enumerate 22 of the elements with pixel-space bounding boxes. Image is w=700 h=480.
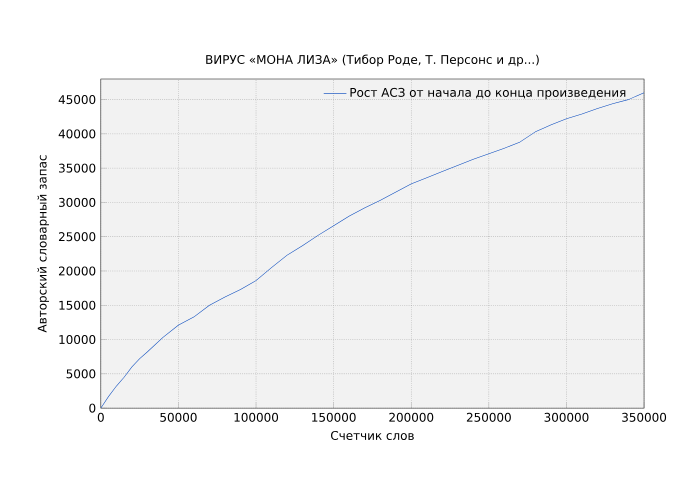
- x-tick-label: 300000: [544, 412, 588, 422]
- x-axis-title: Счетчик слов: [331, 430, 414, 440]
- y-tick-label: 30000: [59, 198, 96, 207]
- y-tick-label: 35000: [59, 164, 96, 173]
- x-tick-label: 150000: [312, 412, 356, 422]
- x-tick-label: 100000: [234, 412, 278, 422]
- legend-label: Рост АСЗ от начала до конца произведения: [350, 88, 626, 100]
- y-tick-label: 45000: [58, 94, 96, 104]
- y-tick-label: 15000: [59, 300, 96, 310]
- y-tick-label: 0: [89, 404, 96, 413]
- chart-title: ВИРУС «МОНА ЛИЗА» (Тибор Роде, Т. Персонс и др...): [206, 54, 539, 66]
- x-tick-label: 50000: [160, 412, 197, 422]
- x-tick-label: 250000: [466, 412, 511, 422]
- x-tick-label: 200000: [389, 412, 434, 422]
- x-tick-label: 0: [98, 412, 104, 422]
- y-tick-label: 20000: [58, 266, 96, 276]
- y-tick-label: 25000: [58, 232, 96, 242]
- y-tick-label: 40000: [58, 129, 96, 138]
- y-tick-label: 10000: [59, 334, 96, 344]
- x-tick-label: 350000: [622, 412, 666, 422]
- y-tick-label: 5000: [66, 369, 96, 378]
- y-axis-title: Авторский словарный запас: [37, 155, 49, 332]
